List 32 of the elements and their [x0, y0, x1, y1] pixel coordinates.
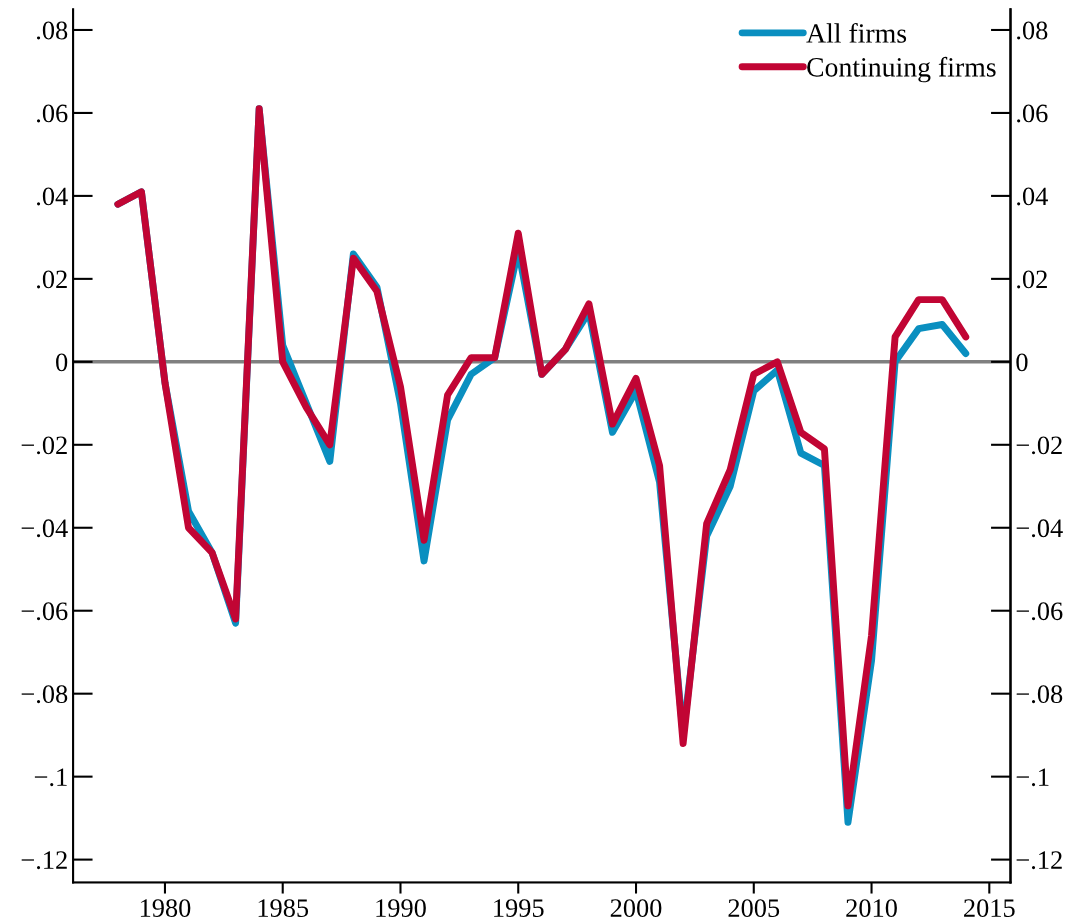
y2-tick-label: .08: [1017, 21, 1048, 40]
y-tick-label: −.08: [21, 685, 68, 704]
legend-label: All firms: [806, 23, 907, 43]
y2-tick-label: −.1: [1016, 768, 1049, 787]
y2-tick-label: −.08: [1016, 685, 1063, 704]
y-tick-label: −.06: [21, 602, 68, 621]
x-tick-label: 2005: [728, 899, 780, 917]
x-tick-label: 2010: [846, 899, 897, 917]
y2-tick-label: .02: [1017, 270, 1047, 289]
y-tick-label: −.02: [21, 436, 67, 455]
y-tick-label: .08: [36, 21, 68, 40]
x-tick-label: 1995: [494, 899, 544, 917]
x-tick-label: 1990: [376, 899, 426, 917]
y-tick-label: −.1: [34, 768, 67, 787]
y2-tick-label: .04: [1017, 187, 1048, 206]
y2-tick-label: .06: [1017, 104, 1048, 123]
y-tick-label: −.04: [21, 519, 68, 538]
y2-tick-label: −.02: [1016, 436, 1062, 455]
y2-tick-label: 0: [1016, 353, 1028, 372]
x-tick-label: 2015: [964, 899, 1015, 917]
x-tick-label: 2000: [610, 899, 662, 917]
y-tick-label: 0: [56, 353, 68, 372]
y2-tick-label: −.04: [1016, 519, 1063, 538]
x-tick-label: 1980: [140, 899, 191, 917]
x-tick-label: 1985: [258, 899, 309, 917]
y2-tick-label: −.06: [1016, 602, 1063, 621]
y-tick-label: .04: [36, 187, 68, 206]
y-tick-label: −.12: [21, 851, 67, 870]
legend-label: Continuing firms: [807, 56, 996, 83]
y-tick-label: .06: [36, 104, 68, 123]
y-tick-label: .02: [36, 270, 67, 289]
y2-tick-label: −.12: [1016, 851, 1062, 870]
